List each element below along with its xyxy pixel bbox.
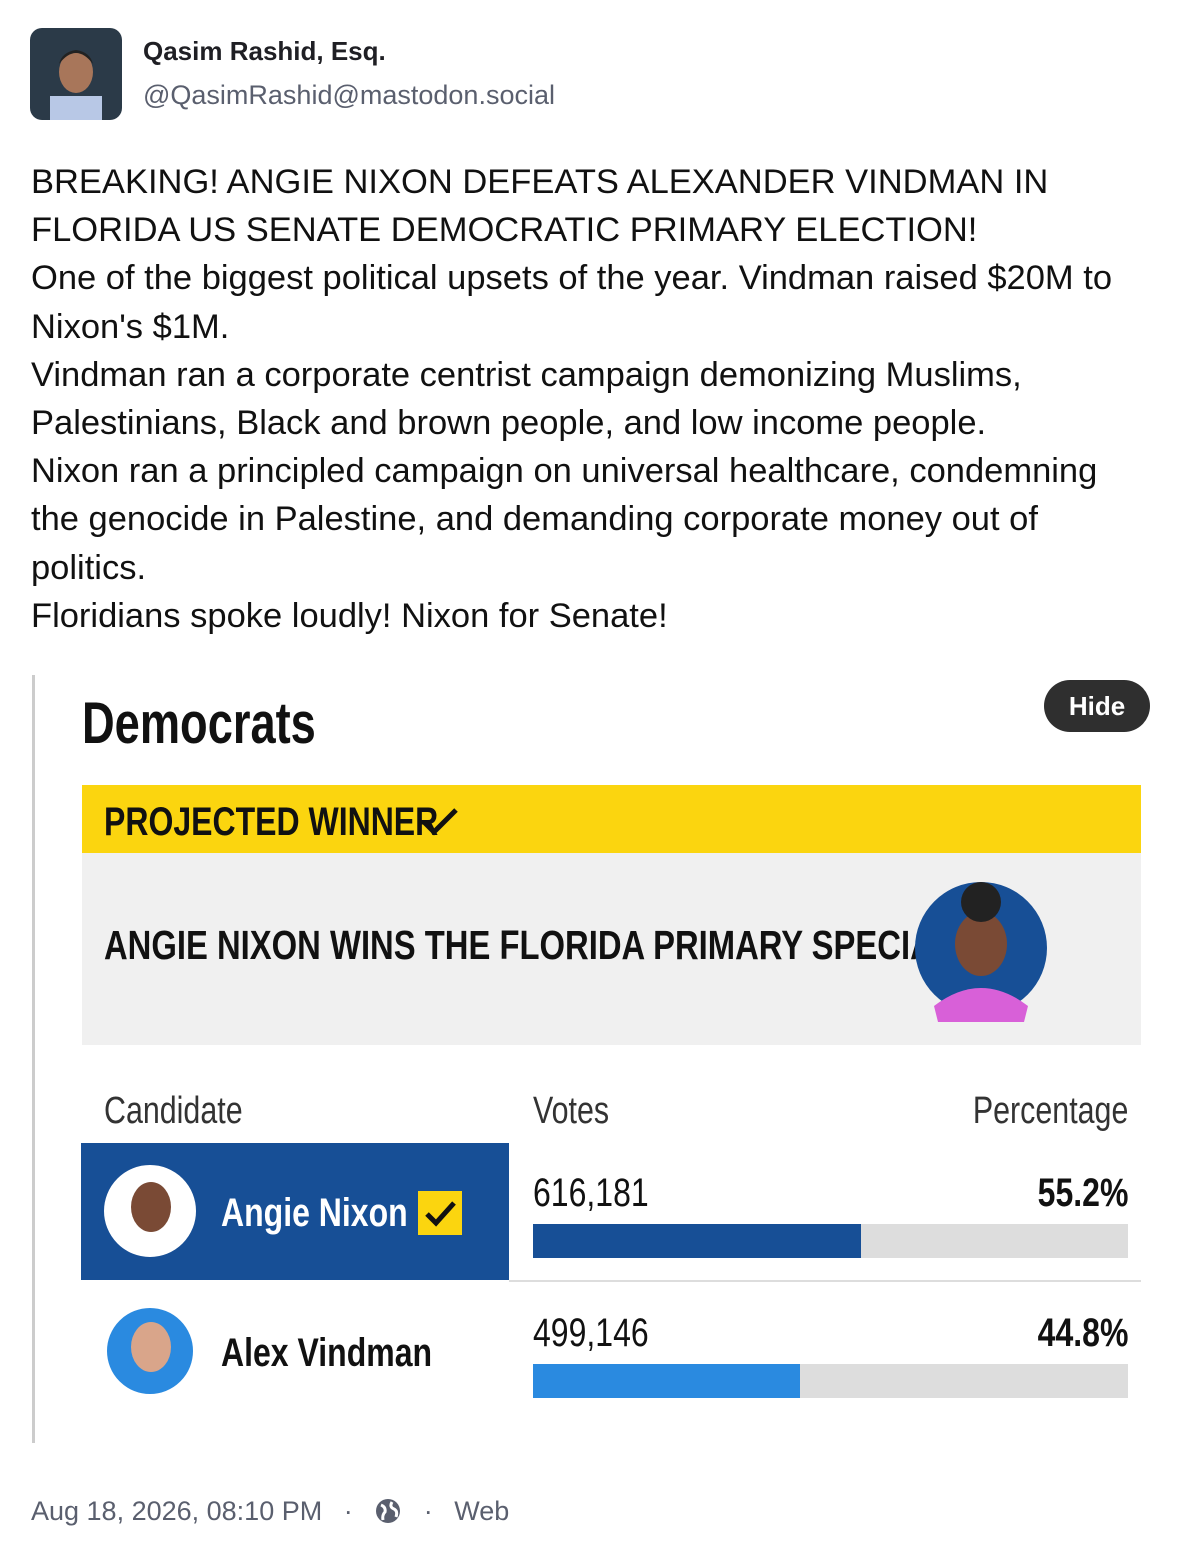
row-divider: [509, 1280, 1141, 1282]
source: Web: [454, 1496, 510, 1526]
author-name[interactable]: Qasim Rashid, Esq.: [143, 36, 386, 66]
avatar[interactable]: [30, 28, 122, 120]
candidate-photo: [104, 1165, 196, 1257]
party-title: Democrats: [82, 691, 316, 756]
percentage: 44.8%: [1037, 1311, 1128, 1355]
paragraph: Nixon ran a principled campaign on unive…: [31, 452, 1098, 587]
headline: ANGIE NIXON WINS THE FLORIDA PRIMARY SPE…: [104, 922, 954, 968]
paragraph: Floridians spoke loudly! Nixon for Senat…: [31, 596, 668, 635]
author-handle[interactable]: @QasimRashid@mastodon.social: [143, 80, 555, 110]
candidate-name: Alex Vindman: [221, 1331, 433, 1375]
votes: 616,181: [533, 1171, 649, 1215]
column-header: Votes: [533, 1090, 610, 1132]
post-body: BREAKING! ANGIE NIXON DEFEATS ALEXANDER …: [31, 158, 1141, 640]
paragraph: Vindman ran a corporate centrist campaig…: [31, 355, 1022, 443]
check-icon: [422, 808, 458, 836]
face: [131, 1182, 171, 1232]
column-header: Percentage: [972, 1090, 1129, 1132]
separator: ·: [423, 1496, 433, 1526]
winner-photo: [915, 882, 1047, 1022]
winner-check: [418, 1191, 462, 1235]
paragraph: BREAKING! ANGIE NIXON DEFEATS ALEXANDER …: [31, 163, 1049, 250]
banner-text: PROJECTED WINNER: [104, 800, 439, 844]
hide-button[interactable]: Hide: [1044, 680, 1150, 732]
media-border: [32, 675, 35, 1443]
globe-icon: [376, 1499, 401, 1523]
percentage: 55.2%: [1037, 1171, 1128, 1215]
paragraph: One of the biggest political upsets of t…: [31, 259, 1113, 346]
banner: [82, 785, 1141, 853]
candidate-name: Angie Nixon: [221, 1191, 408, 1235]
timestamp[interactable]: Aug 18, 2026, 08:10 PM: [31, 1496, 323, 1526]
face: [131, 1322, 171, 1372]
separator: ·: [343, 1496, 353, 1526]
column-header: Candidate: [104, 1090, 243, 1132]
footer: Aug 18, 2026, 08:10 PM · · Web: [31, 1496, 509, 1527]
votes: 499,146: [533, 1311, 649, 1355]
bar-fill: [533, 1364, 800, 1398]
bar-fill: [533, 1224, 862, 1258]
candidate-photo: [104, 1305, 196, 1397]
